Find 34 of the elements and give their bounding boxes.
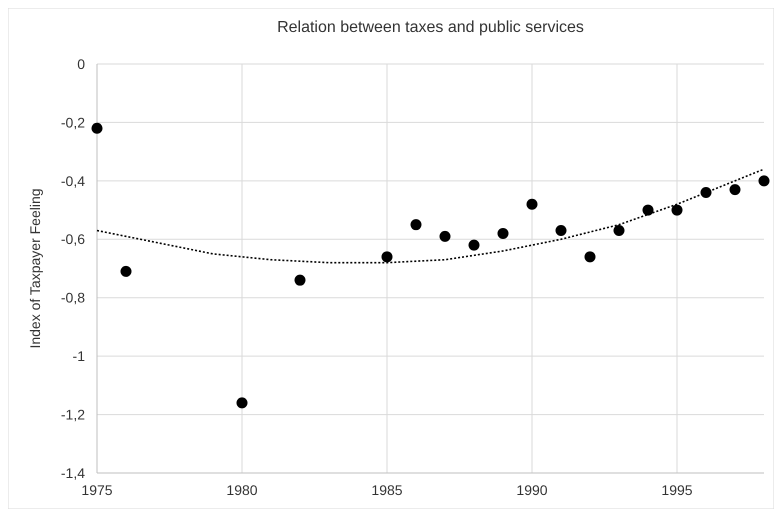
point [672,204,682,216]
y-axis-title: Index of Taxpayer Feeling [27,188,43,349]
point [92,122,102,134]
point [700,187,712,198]
point [410,219,422,230]
y-tick-label: -1,2 [60,406,86,422]
point [584,251,596,262]
x-tick-label: 1990 [516,482,548,498]
line-series [96,168,765,264]
x-tick-label: 1975 [81,482,113,498]
point [382,251,392,262]
x-tick-label: 1980 [226,482,258,498]
x-tick-label: 1985 [371,482,403,498]
point [730,184,740,196]
point [498,228,508,239]
y-tick-label: -0,8 [60,290,86,306]
point [614,225,624,236]
point [294,274,306,286]
point [120,266,132,277]
y-tick-label: -1 [72,348,86,364]
point [468,240,480,251]
y-tick-label: 0 [77,56,86,72]
point [236,397,248,408]
y-tick-label: -0,2 [60,114,86,130]
point [758,175,770,186]
y-tick-label: -0,4 [60,172,86,189]
point [556,225,566,236]
point [440,230,450,242]
y-tick-label: -1,4 [60,464,86,481]
point [642,204,654,216]
x-tick-label: 1995 [661,482,693,498]
point [526,198,538,210]
y-tick-label: -0,6 [60,231,86,248]
chart-title: Relation between taxes and public services [277,19,584,36]
